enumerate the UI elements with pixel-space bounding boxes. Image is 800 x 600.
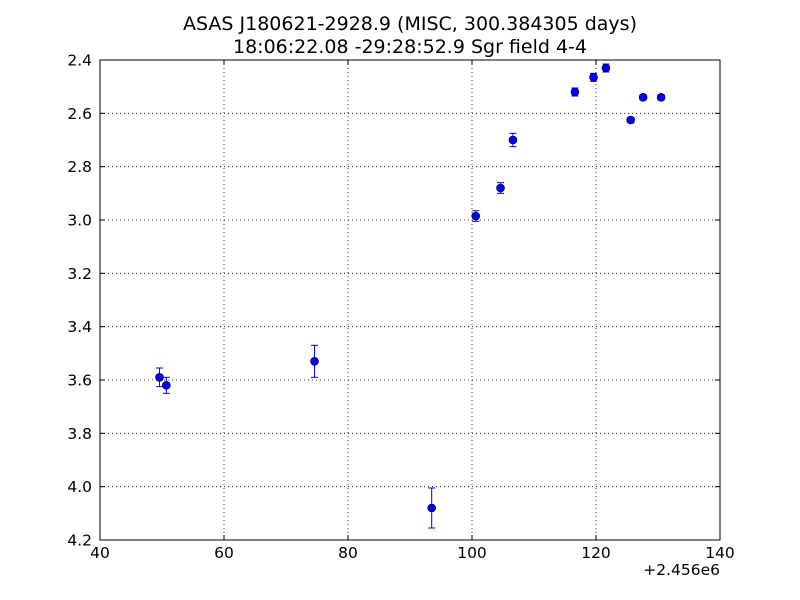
axis-ticks (99, 59, 721, 541)
data-points (155, 63, 666, 513)
y-tick-label: 3.6 (67, 372, 92, 390)
chart-subtitle: 18:06:22.08 -29:28:52.9 Sgr field 4-4 (233, 36, 587, 58)
y-tick-label: 3.8 (67, 425, 92, 443)
y-tick-label: 3.2 (67, 265, 92, 283)
y-tick-label: 2.8 (67, 158, 92, 176)
y-tick-label: 4.2 (67, 532, 92, 550)
x-offset-label: +2.456e6 (643, 561, 720, 579)
y-tick-label: 3.0 (67, 212, 92, 230)
y-tick-label: 2.4 (67, 52, 92, 70)
x-tick-label: 60 (214, 544, 234, 562)
plot-area-frame (99, 59, 721, 541)
data-point (496, 183, 505, 193)
x-tick-labels: 40 60 80 100 120 140 (90, 544, 735, 562)
data-point (638, 93, 648, 102)
x-tick-label: 80 (338, 544, 358, 562)
data-point (570, 87, 580, 97)
data-point (155, 373, 164, 382)
chart-title: ASAS J180621-2928.9 (MISC, 300.384305 da… (183, 13, 637, 35)
data-point (656, 93, 666, 102)
data-point (427, 503, 437, 513)
x-tick-label: 40 (90, 544, 110, 562)
data-point (626, 115, 636, 125)
y-tick-labels: 2.4 2.6 2.8 3.0 3.2 3.4 3.6 3.8 4.0 4.2 (67, 52, 92, 550)
x-tick-label: 120 (581, 544, 611, 562)
x-tick-label: 100 (457, 544, 487, 562)
y-tick-label: 3.4 (67, 318, 92, 336)
data-point (310, 357, 319, 366)
data-point (471, 211, 481, 221)
y-tick-label: 4.0 (67, 478, 92, 496)
data-point (601, 63, 611, 73)
data-point (589, 73, 598, 82)
data-point (162, 381, 171, 390)
error-bars (156, 63, 665, 529)
y-tick-label: 2.6 (67, 105, 92, 123)
data-point (508, 135, 518, 145)
grid-lines (100, 60, 720, 540)
x-tick-label: 140 (705, 544, 735, 562)
